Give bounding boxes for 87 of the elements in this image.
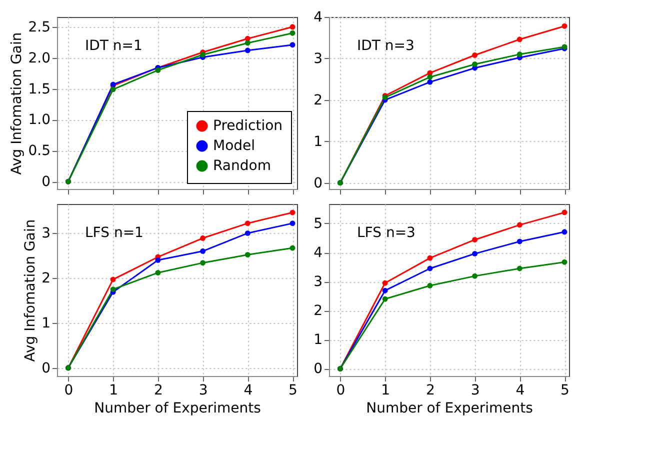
x-tick-label: 1 [381,382,390,398]
point [110,86,116,92]
x-tick-label: 5 [288,382,298,398]
point [427,282,433,288]
point [562,210,568,216]
point [472,237,478,242]
annotation: IDT n=1 [85,38,142,54]
point [516,52,522,58]
y-tick-label: 2.5 [28,19,50,36]
x-tick-label: 0 [336,382,346,398]
y-tick-label: 1.5 [28,81,50,98]
x-axis-title: Number of Experiments [94,400,261,416]
x-axis-title: Number of Experiments [366,400,533,416]
point [472,62,478,67]
y-axis-title: Avg Infomation Gain [9,32,26,175]
y-tick-label: 2.0 [28,50,50,66]
point [427,74,433,80]
point [382,296,388,302]
point [382,288,388,294]
point [472,52,478,58]
point [244,40,250,46]
y-tick-label: 1.0 [28,112,50,128]
point [516,238,522,244]
annotation: IDT n=3 [357,38,414,54]
point [290,24,296,30]
point [110,286,116,292]
point [382,280,388,286]
point [200,248,206,254]
y-tick-label: 3 [42,226,50,242]
point [290,245,296,251]
y-tick-label: 0 [42,174,50,190]
point [516,222,522,228]
y-tick-label: 4 [314,245,323,262]
x-tick-label: 5 [560,382,570,398]
point [427,255,433,261]
point [244,252,250,258]
point [427,266,433,272]
y-tick-label: 1 [42,316,50,332]
x-tick-label: 3 [470,382,480,398]
x-tick-label: 2 [154,382,163,398]
y-tick-label: 2 [314,303,322,320]
x-tick-label: 3 [198,382,208,398]
y-tick-label: 3 [314,274,322,290]
point [562,259,568,265]
point [290,220,296,226]
y-tick-label: 5 [314,216,322,232]
point [155,270,161,276]
point [290,210,296,216]
point [155,67,161,73]
x-tick-label: 2 [426,382,435,398]
point [290,42,296,48]
point [200,235,206,241]
point [200,52,206,58]
point [155,257,161,263]
x-tick-label: 4 [516,382,525,398]
x-tick-label: 0 [64,382,74,398]
annotation: LFS n=1 [85,225,144,241]
x-tick-label: 1 [109,382,118,398]
point [244,48,250,54]
point [516,266,522,272]
point [244,230,250,236]
point [562,23,568,29]
point [200,260,206,266]
y-tick-label: 4 [314,10,323,26]
y-axis-title: Avg Infomation Gain [22,219,39,362]
y-tick-label: 1 [314,134,322,150]
point [516,36,522,42]
y-tick-label: 0.5 [28,143,50,160]
point [427,79,433,85]
y-tick-label: 2 [314,92,322,108]
legend-label: Random [213,158,271,174]
legend-label: Model [213,138,256,154]
point [244,220,250,226]
point [110,276,116,282]
y-tick-label: 1 [314,332,322,348]
y-tick-label: 0 [314,361,322,378]
point [472,273,478,279]
x-tick-label: 4 [244,382,253,398]
y-tick-label: 2 [42,270,50,287]
y-tick-label: 0 [314,175,322,192]
y-tick-label: 0 [42,360,50,376]
legend-label: Prediction [213,118,283,134]
point [472,250,478,256]
point [562,229,568,235]
annotation: LFS n=3 [357,225,416,241]
point [290,30,296,36]
y-tick-label: 3 [314,50,322,67]
